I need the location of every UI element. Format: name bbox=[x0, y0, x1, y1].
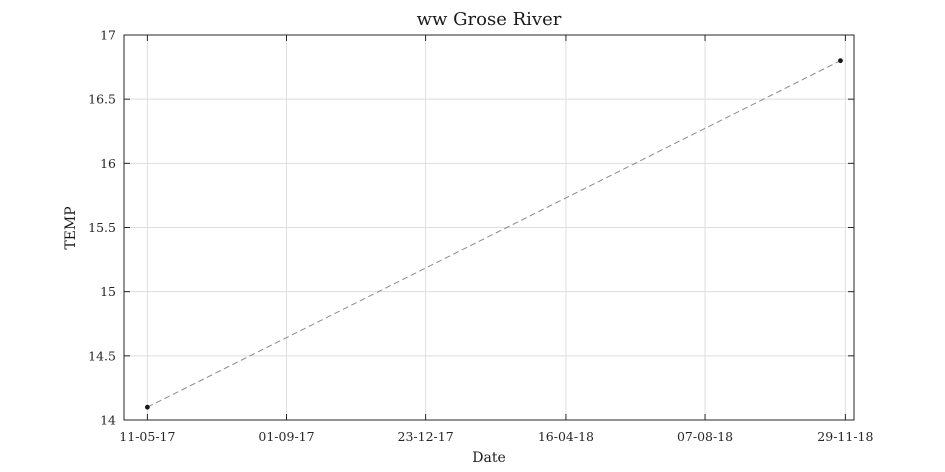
chart-title: ww Grose River bbox=[417, 9, 562, 30]
y-tick-label: 16.5 bbox=[88, 92, 116, 107]
y-tick-label: 16 bbox=[100, 156, 116, 171]
y-tick-label: 17 bbox=[100, 28, 116, 43]
axis-ticks: 11-05-17 01-09-17 23-12-17 16-04-18 07-08-18… bbox=[88, 28, 873, 445]
x-tick-label: 23-12-17 bbox=[398, 429, 454, 444]
x-tick-label: 11-05-17 bbox=[119, 429, 175, 444]
y-tick-label: 15 bbox=[100, 284, 116, 299]
y-tick-label: 14.5 bbox=[88, 348, 116, 363]
x-tick-label: 01-09-17 bbox=[258, 429, 314, 444]
y-tick-label: 14 bbox=[100, 413, 116, 428]
y-tick-label: 15.5 bbox=[88, 220, 116, 235]
x-tick-label: 29-11-18 bbox=[817, 429, 873, 444]
data-point bbox=[144, 404, 150, 410]
x-tick-label: 07-08-18 bbox=[677, 429, 733, 444]
x-tick-label: 16-04-18 bbox=[538, 429, 594, 444]
series-layer bbox=[144, 58, 843, 410]
data-point bbox=[838, 58, 843, 64]
y-axis-label: TEMP bbox=[63, 206, 79, 249]
series-line bbox=[147, 60, 841, 408]
x-axis-label: Date bbox=[472, 450, 505, 466]
